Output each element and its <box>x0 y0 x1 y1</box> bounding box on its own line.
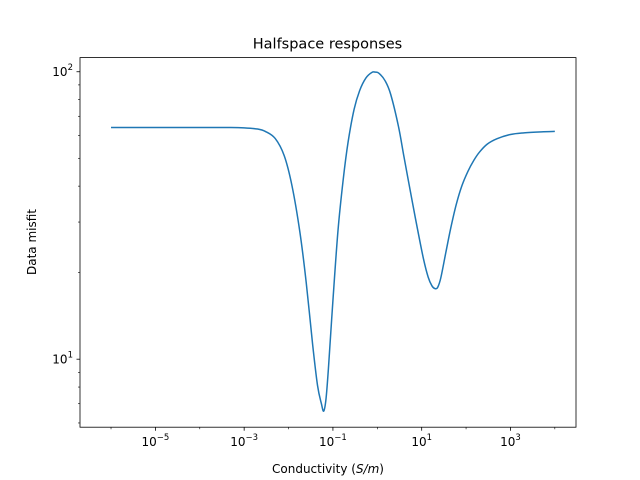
x-axis-label-unit: S/m <box>356 462 379 476</box>
y-tick-label: 102 <box>52 63 73 79</box>
x-tick-label: 10−3 <box>230 433 258 449</box>
plot-frame <box>79 57 577 428</box>
x-ticks: 10−5 10−3 10−1 101 103 <box>110 427 556 449</box>
chart-title: Halfspace responses <box>253 37 402 53</box>
y-tick-label: 101 <box>52 351 73 367</box>
x-tick-label: 10−1 <box>319 433 347 449</box>
series-line-0 <box>111 71 555 412</box>
x-axis-label-suffix: ) <box>379 462 384 476</box>
x-tick-label: 10−5 <box>141 433 169 449</box>
x-axis-label-prefix: Conductivity ( <box>272 462 356 476</box>
series-layer <box>111 71 555 412</box>
x-tick-label: 101 <box>411 433 432 449</box>
y-axis-label: Data misfit <box>25 209 39 275</box>
y-ticks: 101 102 <box>52 63 80 424</box>
x-tick-label: 103 <box>500 433 521 449</box>
x-axis-label: Conductivity (S/m) <box>272 462 384 476</box>
